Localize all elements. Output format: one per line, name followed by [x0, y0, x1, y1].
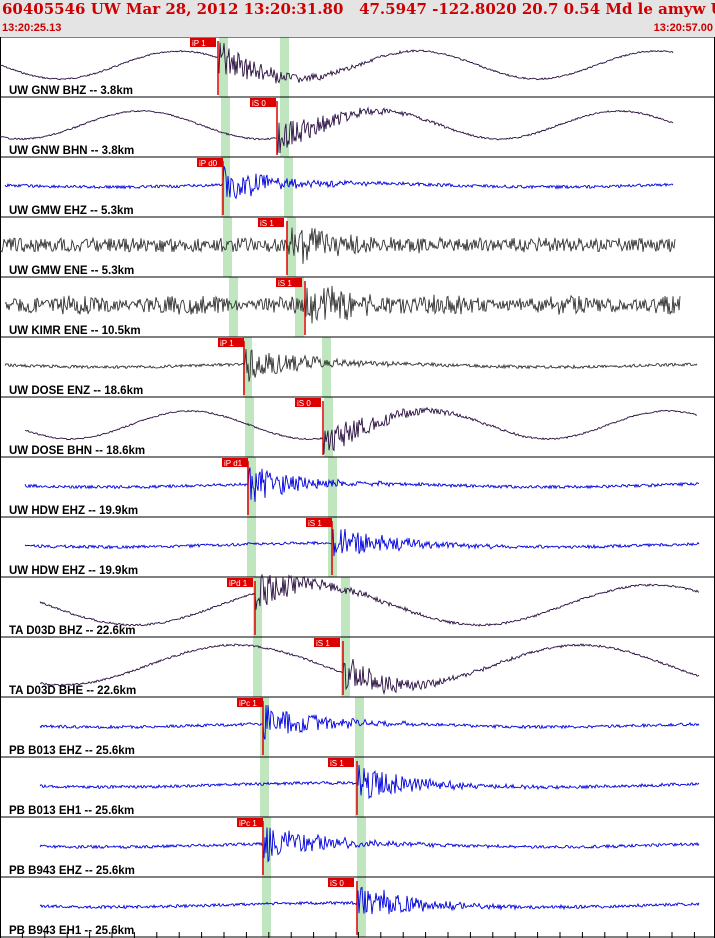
s-window-marker — [355, 757, 364, 817]
pick-label[interactable]: iS 1 — [308, 519, 322, 528]
station-label: UW HDW EHZ -- 19.9km — [9, 565, 138, 577]
pick-label-box[interactable] — [227, 578, 253, 587]
pick-label[interactable]: iS 1 — [330, 759, 344, 768]
pick-label[interactable]: iP 1 — [192, 39, 206, 48]
p-window-marker — [253, 637, 262, 697]
pick-label[interactable]: iS 1 — [260, 219, 274, 228]
p-window-marker — [260, 697, 269, 757]
p-window-marker — [247, 517, 256, 577]
waveform-trace — [39, 573, 700, 627]
pick-label[interactable]: iPd 1 — [229, 579, 248, 588]
pick-label[interactable]: iS 0 — [330, 879, 344, 888]
waveform-trace — [0, 227, 676, 264]
waveform-trace — [4, 285, 681, 324]
pick-label-box[interactable] — [276, 278, 302, 287]
station-label: UW HDW EHZ -- 19.9km — [9, 505, 138, 517]
waveform-plot[interactable]: iP 1 UW GNW BHZ -- 3.8km iS 0 UW GNW BHN --… — [0, 37, 715, 938]
pick-label-box[interactable] — [295, 398, 321, 407]
station-label: UW GNW BHZ -- 3.8km — [9, 85, 133, 97]
station-label: PB B013 EHZ -- 25.6km — [9, 745, 135, 757]
pick-label-box[interactable] — [222, 458, 248, 467]
station-label: UW GMW ENE -- 5.3km — [9, 265, 134, 277]
waveform-trace — [24, 406, 698, 454]
pick-label-box[interactable] — [306, 518, 332, 527]
start-time: 13:20:25.13 — [2, 22, 62, 34]
pick-label[interactable]: iS 0 — [252, 99, 266, 108]
s-window-marker — [280, 37, 289, 97]
pick-label[interactable]: iS 1 — [316, 639, 330, 648]
pick-label-box[interactable] — [328, 878, 354, 887]
station-label: PB B013 EH1 -- 25.6km — [9, 805, 134, 817]
pick-label-box[interactable] — [190, 38, 216, 47]
s-window-marker — [284, 157, 293, 217]
waveform-trace — [0, 42, 674, 84]
s-window-marker — [357, 817, 366, 877]
pick-label-box[interactable] — [218, 338, 244, 347]
p-window-marker — [223, 217, 232, 277]
p-window-marker — [221, 97, 230, 157]
station-label: UW GNW BHN -- 3.8km — [9, 145, 134, 157]
station-label: PB B943 EHZ -- 25.6km — [9, 865, 135, 877]
pick-label[interactable]: iP d0 — [199, 159, 218, 168]
waveform-trace — [4, 348, 698, 382]
s-window-marker — [324, 397, 333, 457]
p-window-marker — [245, 397, 254, 457]
p-window-marker — [260, 757, 269, 817]
station-label: UW KIMR ENE -- 10.5km — [9, 325, 141, 337]
s-window-marker — [341, 577, 350, 637]
p-window-marker — [221, 157, 230, 217]
waveform-trace — [24, 467, 700, 502]
s-window-marker — [328, 457, 337, 517]
waveform-trace — [39, 705, 700, 740]
p-window-marker — [253, 577, 262, 637]
station-label: TA D03D BHE -- 22.6km — [9, 685, 136, 697]
waveform-trace — [0, 106, 674, 154]
pick-label[interactable]: iP d1 — [224, 459, 243, 468]
station-label: UW DOSE BHN -- 18.6km — [9, 445, 145, 457]
waveform-trace — [39, 764, 700, 800]
waveform-trace — [39, 643, 700, 696]
pick-label[interactable]: iP 1 — [220, 339, 234, 348]
pick-label[interactable]: iS 1 — [278, 279, 292, 288]
s-window-marker — [355, 697, 364, 757]
end-time: 13:20:57.00 — [653, 22, 713, 34]
station-label: UW DOSE ENZ -- 18.6km — [9, 385, 143, 397]
p-window-marker — [219, 37, 228, 97]
s-window-marker — [322, 337, 331, 397]
station-label: TA D03D BHZ -- 22.6km — [9, 625, 136, 637]
pick-label-box[interactable] — [258, 218, 284, 227]
waveform-trace — [24, 528, 700, 557]
pick-label[interactable]: iPc 1 — [239, 819, 257, 828]
p-window-marker — [262, 877, 271, 937]
pick-label-box[interactable] — [250, 98, 276, 107]
s-window-marker — [280, 97, 289, 157]
s-window-marker — [295, 277, 304, 337]
waveform-trace — [39, 827, 700, 863]
pick-label-box[interactable] — [237, 818, 263, 827]
waveform-trace — [39, 886, 700, 915]
event-title: 60405546 UW Mar 28, 2012 13:20:31.80 47.… — [2, 0, 715, 18]
pick-label[interactable]: iS 0 — [297, 399, 311, 408]
s-window-marker — [357, 877, 366, 937]
station-label: PB B943 EH1 -- 25.6km — [9, 925, 134, 937]
pick-label[interactable]: iPc 1 — [239, 699, 257, 708]
waveform-trace — [4, 166, 674, 200]
s-window-marker — [287, 217, 296, 277]
event-header: 60405546 UW Mar 28, 2012 13:20:31.80 47.… — [0, 0, 715, 37]
pick-label-box[interactable] — [197, 158, 223, 167]
station-label: UW GMW EHZ -- 5.3km — [9, 205, 134, 217]
pick-label-box[interactable] — [237, 698, 263, 707]
pick-label-box[interactable] — [314, 638, 340, 647]
pick-label-box[interactable] — [328, 758, 354, 767]
